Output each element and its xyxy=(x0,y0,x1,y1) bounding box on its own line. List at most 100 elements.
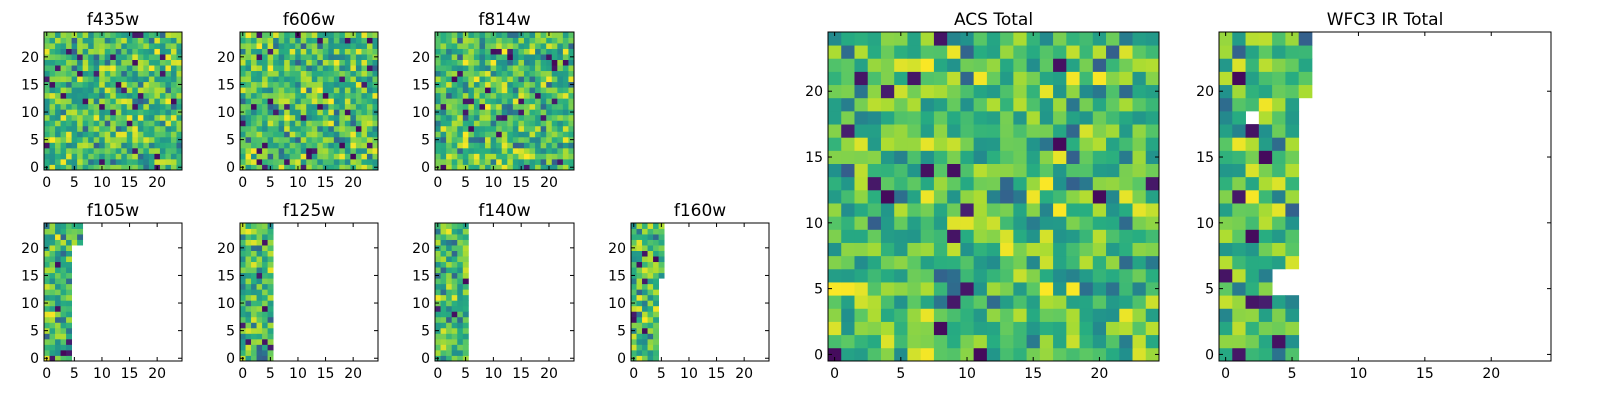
heatmap-cell xyxy=(485,164,491,171)
heatmap-cell xyxy=(66,261,72,268)
heatmap-cell xyxy=(49,322,56,329)
heatmap-cell xyxy=(473,136,480,143)
heatmap-cell xyxy=(468,43,475,49)
heatmap-cell xyxy=(462,278,469,285)
heatmap-cell xyxy=(440,289,447,296)
heatmap-cell xyxy=(1053,137,1067,151)
heatmap-cell xyxy=(462,294,469,301)
heatmap-cell xyxy=(947,71,961,86)
heatmap-cell xyxy=(1285,163,1300,178)
heatmap-cell xyxy=(344,164,351,171)
heatmap-cell xyxy=(262,261,268,268)
heatmap-cell xyxy=(295,65,302,72)
heatmap-cell xyxy=(55,114,61,121)
heatmap-cell xyxy=(496,136,503,143)
heatmap-cell xyxy=(551,32,558,38)
heatmap-cell xyxy=(854,347,869,362)
heatmap-cell xyxy=(496,158,503,165)
heatmap-cell xyxy=(372,120,379,127)
heatmap-cell xyxy=(154,103,161,110)
heatmap-cell xyxy=(115,120,122,127)
y-tick-label: 20 xyxy=(21,241,39,257)
heatmap-cell xyxy=(115,136,122,143)
heatmap-cell xyxy=(867,45,882,59)
heatmap-cell xyxy=(137,136,144,143)
heatmap-cell xyxy=(110,48,117,55)
heatmap-cell xyxy=(1245,255,1260,270)
heatmap-cell xyxy=(44,65,50,72)
heatmap-cell xyxy=(311,59,318,66)
heatmap-cell xyxy=(473,70,480,77)
heatmap-cell xyxy=(1258,84,1273,99)
heatmap-cell xyxy=(841,229,855,243)
heatmap-cell xyxy=(256,234,263,240)
heatmap-cell xyxy=(267,283,274,290)
heatmap-cell xyxy=(473,164,480,171)
heatmap-cell xyxy=(176,142,183,149)
heatmap-cell xyxy=(82,70,89,77)
heatmap-cell xyxy=(110,136,117,143)
heatmap-cell xyxy=(245,59,252,66)
heatmap-cell xyxy=(636,289,643,296)
heatmap-cell xyxy=(317,114,324,121)
heatmap-cell xyxy=(867,203,882,217)
heatmap-cell xyxy=(496,87,503,94)
heatmap-cell xyxy=(339,92,346,99)
heatmap-cell xyxy=(1132,84,1147,99)
heatmap-cell xyxy=(440,131,447,138)
heatmap-cell xyxy=(457,43,464,49)
heatmap-cell xyxy=(540,81,547,88)
heatmap-cell xyxy=(557,109,564,116)
heatmap-cell xyxy=(143,98,150,105)
heatmap-cell xyxy=(446,114,453,121)
heatmap-cell xyxy=(462,333,469,340)
heatmap-cell xyxy=(49,103,56,110)
heatmap-cell xyxy=(880,71,895,86)
heatmap-cell xyxy=(137,54,144,60)
heatmap-cell xyxy=(631,316,637,323)
heatmap-cell xyxy=(251,142,257,149)
heatmap-cell xyxy=(1000,97,1014,112)
heatmap-cell xyxy=(104,164,111,171)
heatmap-cell xyxy=(435,59,441,66)
heatmap-cell xyxy=(557,142,564,149)
heatmap-cell xyxy=(986,124,1001,138)
heatmap-cell xyxy=(828,229,842,243)
heatmap-cell xyxy=(289,164,296,171)
heatmap-cell xyxy=(1219,124,1233,138)
heatmap-cell xyxy=(540,70,547,77)
heatmap-cell xyxy=(55,327,61,334)
heatmap-cell xyxy=(496,76,503,83)
heatmap-cell xyxy=(300,120,307,127)
heatmap-cell xyxy=(267,267,274,274)
heatmap-cell xyxy=(240,103,246,110)
heatmap-cell xyxy=(148,37,155,44)
heatmap-cell xyxy=(344,142,351,149)
heatmap-cell xyxy=(77,136,84,143)
heatmap-cell xyxy=(306,37,313,44)
heatmap-cell xyxy=(333,120,340,127)
heatmap-cell xyxy=(518,98,525,105)
heatmap-cell xyxy=(1219,150,1233,164)
heatmap-cell xyxy=(159,136,166,143)
heatmap-cell xyxy=(867,32,882,46)
heatmap-cell xyxy=(267,136,274,143)
heatmap-cell xyxy=(647,311,654,318)
heatmap-cell xyxy=(350,92,357,99)
heatmap-cell xyxy=(841,347,855,362)
heatmap-cell xyxy=(148,164,155,171)
heatmap-cell xyxy=(240,147,246,154)
heatmap-cell xyxy=(49,136,56,143)
heatmap-cell xyxy=(440,103,447,110)
heatmap-cell xyxy=(933,97,948,112)
heatmap-cell xyxy=(1092,216,1107,230)
heatmap-cell xyxy=(77,164,84,171)
heatmap-cell xyxy=(1119,321,1133,336)
heatmap-cell xyxy=(841,176,855,191)
heatmap-cell xyxy=(245,48,252,55)
heatmap-cell xyxy=(93,158,100,165)
heatmap-cell xyxy=(104,114,111,121)
heatmap-cell xyxy=(55,158,61,165)
heatmap-cell xyxy=(501,43,508,49)
heatmap-cell xyxy=(256,70,263,77)
